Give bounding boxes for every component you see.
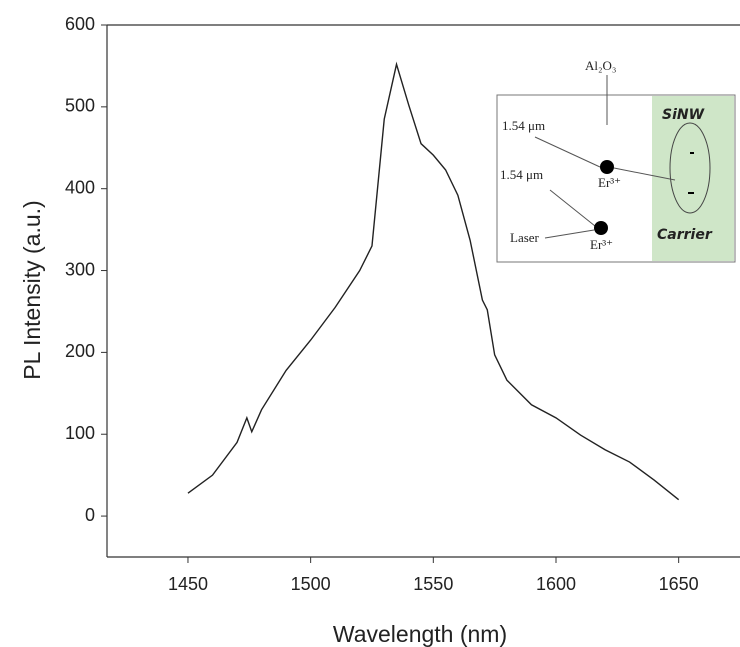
annotation: Er³⁺	[598, 175, 621, 190]
annotation: 1.54 μm	[502, 118, 545, 133]
y-tick-label: 100	[65, 423, 95, 443]
annotation: Er³⁺	[590, 237, 613, 252]
arrow	[544, 229, 595, 239]
inset: Al₂O₃ 1.54 μm 1.54 μm Laser Er³⁺ Er³⁺ Si…	[496, 58, 736, 263]
arrow	[613, 167, 676, 181]
carrier-ellipse	[669, 122, 711, 214]
y-tick-label: 200	[65, 341, 95, 361]
x-tick-label: 1600	[536, 574, 576, 594]
er-ion	[594, 221, 608, 235]
y-axis-label: PL Intensity (a.u.)	[19, 200, 45, 379]
x-tick-label: 1500	[291, 574, 331, 594]
x-tick-label: 1550	[413, 574, 453, 594]
x-axis-label: Wavelength (nm)	[333, 621, 507, 647]
y-tick-label: 300	[65, 259, 95, 279]
x-tick-label: 1650	[659, 574, 699, 594]
spectrum-line	[187, 61, 680, 501]
y-tick-label: 600	[65, 14, 95, 34]
y-tick-label: 400	[65, 177, 95, 197]
y-tick-label: 500	[65, 96, 95, 116]
annotation: Al₂O₃	[585, 58, 616, 73]
x-tick-label: 1450	[168, 574, 208, 594]
y-tick-label: 0	[85, 505, 95, 525]
arrow	[549, 189, 596, 227]
annotation: 1.54 μm	[500, 167, 543, 182]
arrow	[534, 136, 601, 168]
annotation: SiNW	[662, 107, 705, 123]
annotation: Laser	[510, 230, 540, 245]
er-ion	[600, 160, 614, 174]
annotation: Carrier	[657, 227, 713, 243]
